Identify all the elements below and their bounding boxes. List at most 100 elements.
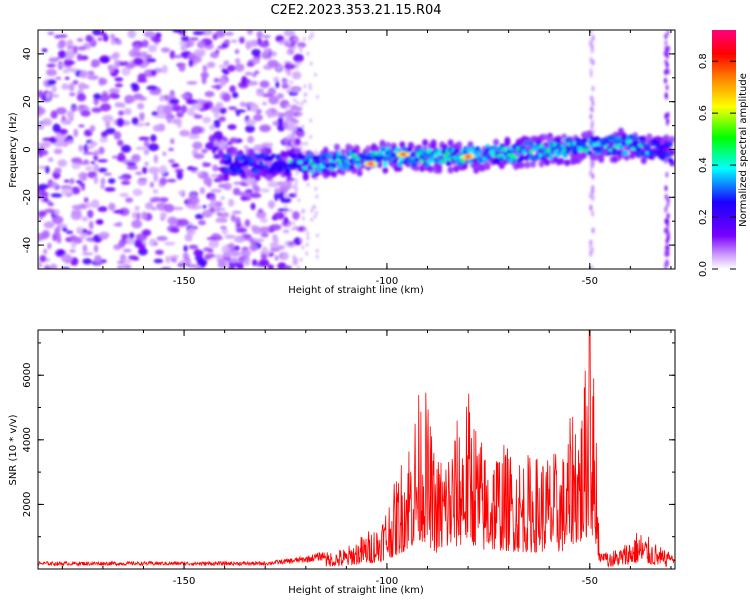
heatmap-cell [166, 116, 172, 124]
heatmap-cell [589, 71, 593, 78]
heatmap-cell [240, 195, 248, 201]
heatmap-cell [57, 142, 67, 147]
y-tick-label: 4000 [22, 427, 33, 452]
heatmap-cell [125, 197, 134, 203]
heatmap-cell [356, 169, 363, 177]
heatmap-cell [599, 149, 605, 155]
heatmap-cell [108, 87, 120, 94]
heatmap-cell [260, 252, 268, 260]
heatmap-cell [71, 186, 81, 195]
heatmap-cell [294, 190, 298, 195]
heatmap-cell [380, 146, 386, 152]
heatmap-cell [76, 226, 84, 232]
x-tick-label: -100 [376, 276, 399, 287]
heatmap-cell [218, 64, 227, 68]
heatmap-cell [436, 166, 443, 174]
heatmap-cell [430, 142, 437, 150]
heatmap-cell [38, 261, 43, 269]
heatmap-cell [162, 151, 167, 157]
heatmap-cell [313, 214, 317, 219]
heatmap-cell [621, 141, 627, 147]
heatmap-cell [511, 155, 518, 159]
heatmap-cell [144, 161, 149, 166]
heatmap-cell [225, 31, 234, 36]
spectrogram-heatmap [38, 30, 675, 269]
colorbar-tick-label: 0.6 [698, 105, 709, 121]
heatmap-cell [117, 265, 123, 269]
heatmap-cell [63, 179, 70, 183]
heatmap-cell [377, 150, 383, 156]
heatmap-cell [176, 123, 183, 128]
heatmap-cell [235, 111, 241, 117]
heatmap-cell [267, 59, 279, 68]
heatmap-cell [598, 154, 605, 161]
heatmap-cell [214, 254, 223, 260]
heatmap-cell [446, 161, 452, 167]
heatmap-cell [193, 153, 205, 159]
heatmap-cell [663, 50, 668, 57]
heatmap-cell [131, 84, 140, 92]
heatmap-cell [623, 153, 630, 161]
heatmap-cell [541, 133, 548, 141]
heatmap-cell [83, 144, 89, 153]
heatmap-cell [590, 47, 594, 54]
heatmap-cell [131, 117, 139, 125]
heatmap-cell [142, 166, 148, 174]
heatmap-cell [105, 120, 111, 129]
heatmap-cell [269, 242, 279, 249]
heatmap-cell [147, 143, 159, 152]
heatmap-cell [116, 39, 122, 46]
heatmap-cell [98, 77, 108, 86]
x-tick-label: -50 [582, 576, 598, 587]
heatmap-cell [331, 170, 338, 178]
heatmap-cell [88, 220, 94, 230]
heatmap-cell [268, 95, 280, 105]
heatmap-cell [93, 175, 99, 185]
heatmap-cell [180, 259, 192, 265]
heatmap-cell [499, 143, 505, 149]
heatmap-cell [224, 168, 230, 174]
heatmap-cell [97, 167, 108, 173]
heatmap-cell [61, 83, 70, 90]
heatmap-cell [95, 219, 104, 225]
heatmap-cell [192, 30, 205, 36]
heatmap-cell [85, 165, 93, 172]
heatmap-cell [588, 170, 592, 177]
heatmap-cell [218, 140, 227, 150]
heatmap-cell [382, 161, 388, 167]
heatmap-cell [228, 264, 236, 269]
heatmap-cell [484, 162, 491, 170]
heatmap-cell [305, 251, 309, 256]
heatmap-cell [310, 217, 314, 222]
heatmap-cell [64, 76, 70, 80]
snr-background [38, 330, 675, 569]
heatmap-cell [288, 90, 299, 96]
heatmap-cell [111, 155, 119, 159]
heatmap-cell [198, 220, 206, 226]
heatmap-cell [216, 212, 222, 217]
heatmap-cell [303, 227, 307, 232]
heatmap-cell [90, 161, 96, 165]
heatmap-cell [126, 165, 139, 170]
heatmap-cell [218, 107, 227, 114]
heatmap-cell [61, 253, 73, 263]
heatmap-cell [180, 105, 188, 114]
heatmap-cell [57, 159, 68, 168]
heatmap-cell [112, 209, 125, 214]
heatmap-cell [295, 88, 299, 93]
heatmap-cell [591, 194, 595, 201]
heatmap-cell [137, 102, 145, 110]
heatmap-cell [178, 63, 186, 72]
heatmap-cell [564, 159, 571, 167]
heatmap-cell [290, 122, 294, 127]
heatmap-cell [116, 154, 126, 162]
heatmap-cell [305, 141, 309, 146]
x-tick-label: -150 [173, 576, 196, 587]
heatmap-cell [664, 263, 668, 269]
heatmap-cell [470, 145, 476, 151]
heatmap-cell [275, 80, 280, 89]
heatmap-cell [194, 264, 201, 269]
heatmap-cell [285, 168, 291, 174]
snr-ylabel: SNR (10 * v/v) [8, 414, 19, 485]
heatmap-cell [253, 114, 263, 122]
